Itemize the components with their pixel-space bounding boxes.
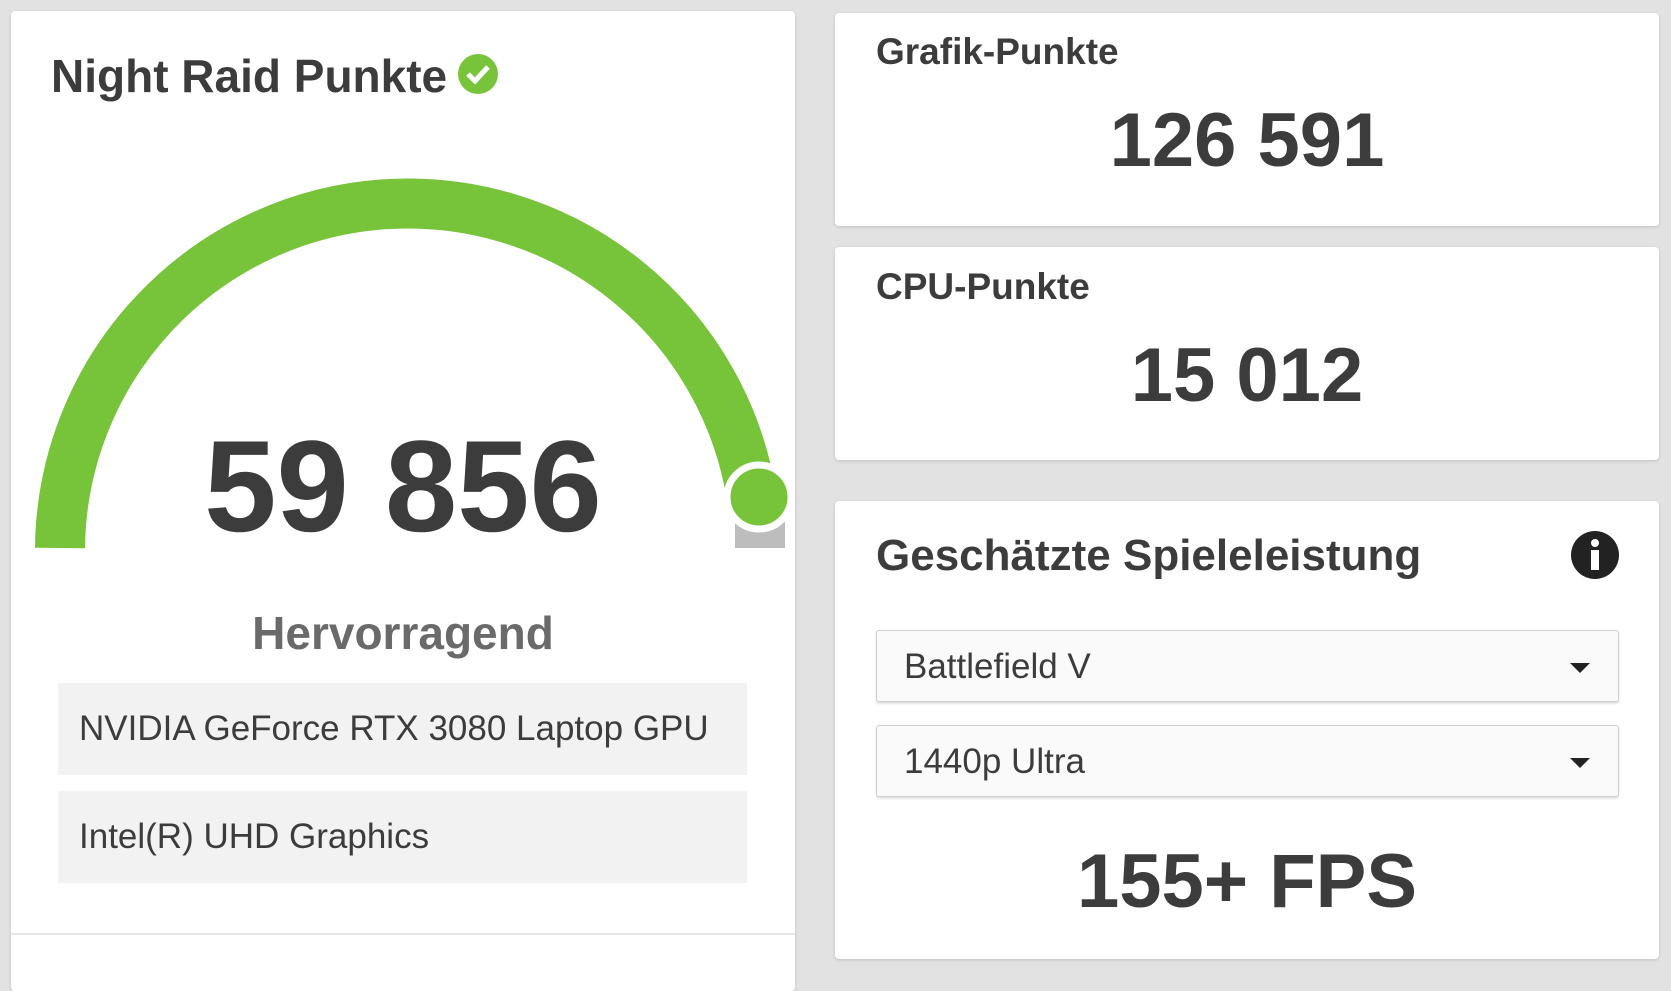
graphics-label: Grafik-Punkte bbox=[876, 31, 1119, 72]
cpu-score: 15 012 bbox=[1130, 333, 1364, 418]
preset-select[interactable]: 1440p Ultra bbox=[876, 725, 1619, 797]
cpu-card: CPU-Punkte 15 012 bbox=[835, 247, 1659, 460]
overall-card: Night Raid Punkte 59 856 Hervorragend NV… bbox=[11, 11, 795, 991]
game-name: Battlefield V bbox=[904, 647, 1091, 686]
dropdown-arrow bbox=[1570, 758, 1590, 768]
fps-result: 155+ FPS bbox=[1076, 839, 1418, 924]
check-icon bbox=[458, 54, 498, 94]
page: Night Raid Punkte 59 856 Hervorragend NV… bbox=[11, 11, 1659, 991]
info-icon[interactable] bbox=[1571, 531, 1619, 579]
cpu-label: CPU-Punkte bbox=[876, 266, 1090, 307]
rating: Hervorragend bbox=[252, 607, 554, 659]
device-row: NVIDIA GeForce RTX 3080 Laptop GPU bbox=[58, 683, 747, 775]
game-card: Geschätzte Spieleleistung Battlefield V … bbox=[835, 501, 1659, 959]
gauge bbox=[35, 178, 795, 549]
overall-score: 59 856 bbox=[204, 413, 602, 559]
graphics-score: 126 591 bbox=[1109, 98, 1385, 183]
graphics-card: Grafik-Punkte 126 591 bbox=[835, 13, 1659, 226]
dropdown-arrow bbox=[1570, 663, 1590, 673]
game-title: Geschätzte Spieleleistung bbox=[876, 531, 1422, 580]
device-row: Intel(R) UHD Graphics bbox=[58, 791, 747, 883]
preset-name: 1440p Ultra bbox=[904, 742, 1085, 781]
game-select[interactable]: Battlefield V bbox=[876, 630, 1619, 702]
separator bbox=[11, 933, 795, 935]
overall-title: Night Raid Punkte bbox=[51, 50, 448, 102]
